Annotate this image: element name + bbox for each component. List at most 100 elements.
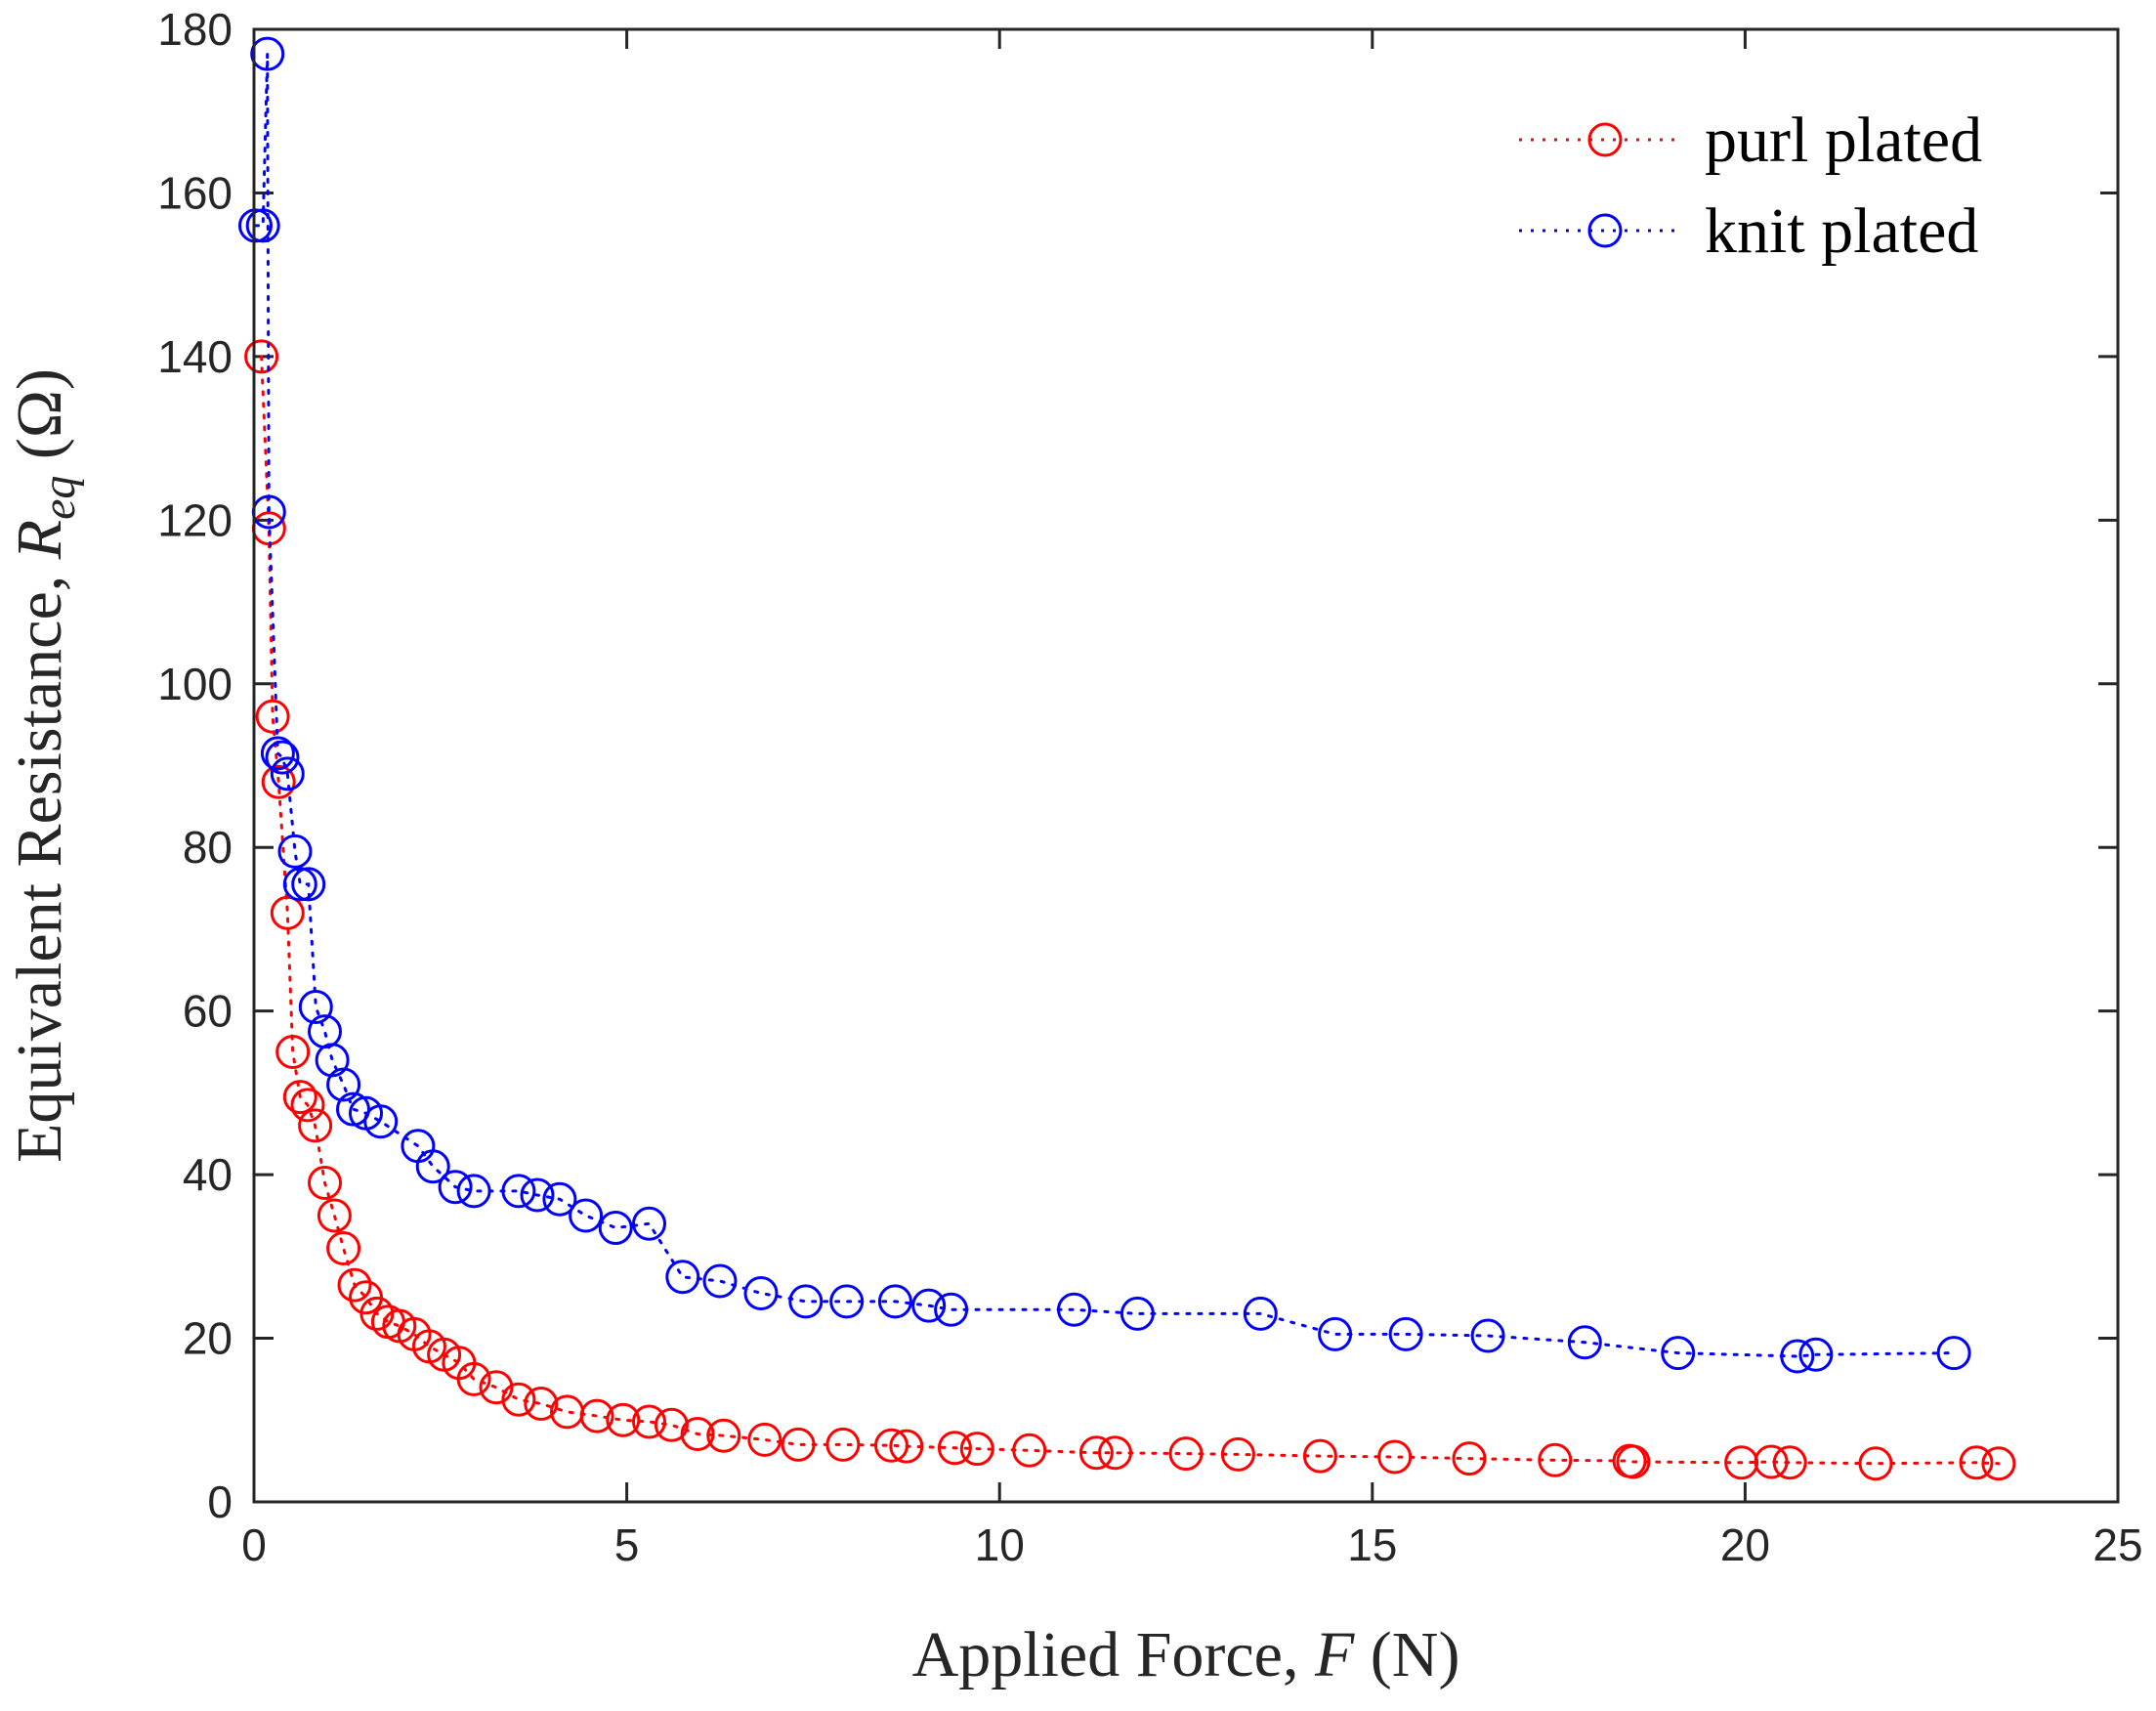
data-point-purl-2 xyxy=(255,699,290,734)
x-tick-label-0: 0 xyxy=(241,1519,267,1570)
data-point-knit-41 xyxy=(1567,1325,1602,1360)
data-point-purl-28 xyxy=(632,1404,666,1439)
data-point-purl-4 xyxy=(270,895,305,930)
data-point-knit-20 xyxy=(456,1174,491,1209)
data-point-purl-5 xyxy=(275,1035,311,1069)
data-point-purl-32 xyxy=(747,1422,782,1457)
x-tick-label-3: 15 xyxy=(1347,1519,1397,1570)
data-point-knit-6 xyxy=(270,756,305,791)
data-point-knit-16 xyxy=(363,1104,399,1139)
data-point-purl-7 xyxy=(290,1088,325,1123)
series-purl xyxy=(244,339,2016,1481)
data-point-knit-29 xyxy=(743,1276,779,1310)
data-point-purl-52 xyxy=(1772,1445,1807,1480)
data-point-knit-18 xyxy=(415,1149,450,1184)
data-point-purl-37 xyxy=(937,1431,972,1466)
data-point-purl-27 xyxy=(606,1402,641,1437)
data-point-knit-26 xyxy=(632,1206,666,1241)
data-point-purl-54 xyxy=(1959,1445,1994,1480)
x-axis-title: Applied Force, F (N) xyxy=(912,1619,1460,1690)
x-tick-label-4: 20 xyxy=(1720,1519,1770,1570)
data-point-knit-45 xyxy=(1936,1336,1971,1371)
y-tick-label-8: 160 xyxy=(157,167,233,218)
legend-box xyxy=(1495,88,2100,283)
data-point-purl-29 xyxy=(654,1407,689,1442)
data-point-knit-30 xyxy=(788,1284,824,1319)
data-point-knit-25 xyxy=(598,1211,633,1245)
data-point-knit-14 xyxy=(336,1091,370,1127)
data-point-purl-25 xyxy=(550,1394,584,1430)
data-point-knit-37 xyxy=(1243,1296,1278,1331)
data-point-purl-14 xyxy=(359,1296,395,1331)
data-point-knit-2 xyxy=(250,36,285,71)
data-point-knit-22 xyxy=(520,1177,555,1213)
x-tick-label-5: 25 xyxy=(2093,1519,2142,1570)
legend-marker-knit xyxy=(1587,213,1623,248)
data-point-purl-43 xyxy=(1220,1436,1255,1472)
data-point-purl-51 xyxy=(1754,1444,1789,1479)
data-point-purl-22 xyxy=(479,1370,514,1405)
x-axis-title-unit: (N) xyxy=(1354,1619,1459,1690)
y-tick-label-5: 100 xyxy=(157,659,233,709)
data-point-knit-9 xyxy=(291,867,326,902)
y-tick-label-2: 40 xyxy=(183,1149,233,1200)
data-point-purl-0 xyxy=(244,339,279,374)
data-point-knit-24 xyxy=(569,1198,604,1233)
data-point-purl-12 xyxy=(337,1267,372,1303)
y-axis-title-unit: (Ω) xyxy=(4,368,75,476)
data-point-knit-27 xyxy=(665,1260,700,1295)
y-tick-label-4: 80 xyxy=(183,822,233,873)
plot-frame xyxy=(252,27,2120,1504)
data-point-purl-53 xyxy=(1858,1446,1893,1481)
data-point-purl-21 xyxy=(456,1361,491,1396)
data-point-purl-23 xyxy=(501,1382,536,1417)
data-point-knit-23 xyxy=(542,1181,577,1217)
x-axis-title-prefix: Applied Force, xyxy=(912,1619,1315,1690)
legend: purl plated knit plated xyxy=(1495,88,2100,283)
data-point-purl-11 xyxy=(326,1231,361,1265)
data-point-purl-39 xyxy=(1012,1433,1047,1468)
data-point-purl-24 xyxy=(524,1387,559,1421)
data-point-knit-13 xyxy=(326,1067,361,1102)
y-tick-label-7: 140 xyxy=(157,331,233,382)
data-point-purl-34 xyxy=(825,1427,861,1462)
data-point-purl-35 xyxy=(874,1428,909,1463)
data-point-purl-41 xyxy=(1098,1435,1132,1471)
data-point-knit-40 xyxy=(1470,1318,1505,1353)
y-axis-title-subscript: eq xyxy=(33,476,85,520)
data-point-knit-8 xyxy=(282,867,317,902)
data-point-knit-1 xyxy=(245,208,280,243)
x-tick-label-1: 5 xyxy=(614,1519,640,1570)
legend-marker-purl xyxy=(1587,122,1623,157)
data-point-knit-32 xyxy=(877,1284,912,1319)
data-point-purl-9 xyxy=(308,1166,342,1200)
data-point-knit-42 xyxy=(1661,1336,1696,1371)
data-point-purl-36 xyxy=(889,1429,924,1464)
y-axis-title-prefix: Equivalent Resistance, xyxy=(4,559,75,1163)
x-axis-tick-labels: 0 5 10 15 20 25 xyxy=(241,1519,2142,1570)
x-axis-title-variable: F xyxy=(1314,1619,1355,1690)
legend-label-knit: knit plated xyxy=(1705,195,1978,267)
data-point-purl-42 xyxy=(1168,1436,1204,1472)
data-point-knit-39 xyxy=(1388,1316,1423,1351)
data-point-purl-30 xyxy=(680,1417,715,1451)
y-axis-title-variable: R xyxy=(4,520,75,560)
data-point-purl-46 xyxy=(1452,1441,1487,1476)
y-tick-label-9: 180 xyxy=(157,4,233,55)
data-point-knit-7 xyxy=(277,834,313,869)
data-point-purl-47 xyxy=(1538,1442,1573,1477)
data-point-purl-38 xyxy=(959,1432,994,1467)
legend-label-purl: purl plated xyxy=(1705,105,1982,176)
data-point-knit-34 xyxy=(934,1292,969,1327)
legend-entry-purl: purl plated xyxy=(1519,105,1982,176)
y-axis-title: Equivalent Resistance, Req (Ω) xyxy=(4,368,85,1163)
data-point-purl-44 xyxy=(1302,1438,1337,1474)
y-tick-label-3: 60 xyxy=(183,986,233,1037)
data-point-purl-3 xyxy=(261,764,296,799)
data-point-purl-49 xyxy=(1616,1444,1651,1479)
y-tick-label-0: 0 xyxy=(207,1476,233,1527)
data-point-purl-8 xyxy=(298,1108,333,1143)
data-point-knit-31 xyxy=(829,1284,865,1319)
data-point-knit-35 xyxy=(1057,1292,1091,1327)
